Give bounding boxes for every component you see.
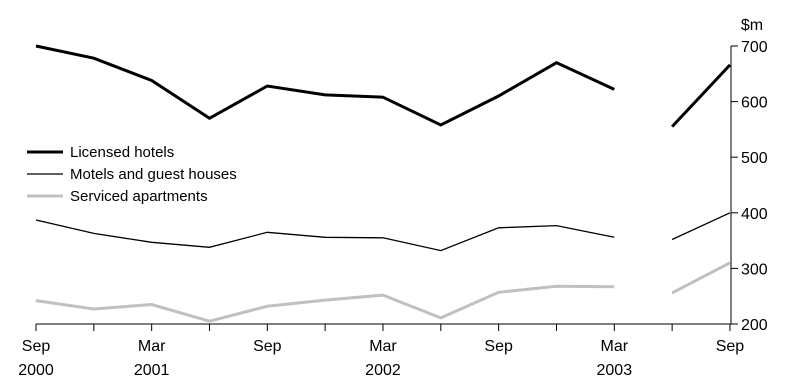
x-tick-label-year: 2003 (597, 362, 633, 379)
legend-label: Motels and guest houses (70, 166, 237, 183)
x-tick-label-month: Mar (369, 338, 397, 355)
x-tick-label-year: 2002 (365, 362, 401, 379)
axes (36, 46, 732, 325)
x-tick-label-year: 2001 (134, 362, 170, 379)
series-lines (35, 44, 732, 323)
series-line-1-segment-1 (35, 219, 615, 252)
y-axis-ticks: 200 300 400 500 600 700 (731, 39, 768, 334)
y-axis-unit-label: $m (741, 17, 763, 34)
y-tick-label: 500 (741, 150, 768, 167)
x-tick-label-month: Mar (138, 338, 166, 355)
x-axis-ticks: Sep 2000 Mar 2001 Sep Mar 2002 Sep Mar 2003 Sep (18, 324, 744, 379)
y-tick-label: 700 (741, 39, 768, 56)
x-tick-label-month: Sep (22, 338, 51, 355)
legend-label: Licensed hotels (70, 144, 174, 161)
series-line-1-segment-2 (671, 212, 731, 241)
x-tick-label-month: Mar (601, 338, 629, 355)
series-line-0-segment-2 (671, 63, 732, 128)
series-line-2-segment-1 (35, 284, 615, 323)
x-tick-label-month: Sep (484, 338, 513, 355)
y-tick-label: 200 (741, 317, 768, 334)
legend: Licensed hotels Motels and guest houses Se… (27, 144, 237, 205)
y-tick-label: 400 (741, 206, 768, 223)
x-tick-label-month: Sep (716, 338, 745, 355)
y-tick-label: 300 (741, 261, 768, 278)
x-tick-label-year: 2000 (18, 362, 54, 379)
y-tick-label: 600 (741, 95, 768, 112)
series-line-2-segment-2 (671, 261, 731, 295)
x-tick-label-month: Sep (253, 338, 282, 355)
series-line-0-segment-1 (35, 44, 615, 127)
legend-label: Serviced apartments (70, 188, 208, 205)
